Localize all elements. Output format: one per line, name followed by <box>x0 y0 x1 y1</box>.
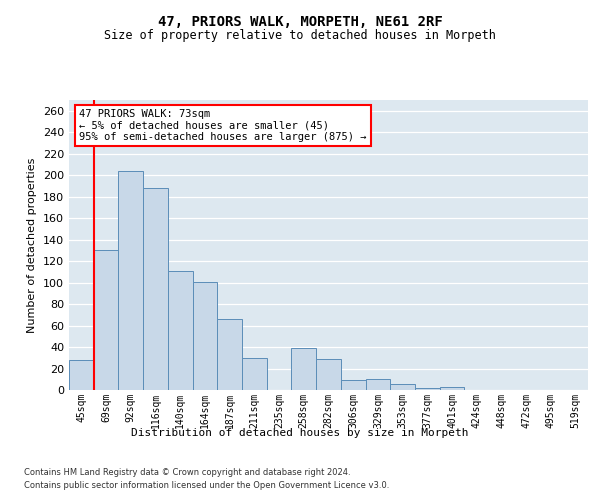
Bar <box>217 319 242 390</box>
Bar <box>94 250 118 390</box>
Bar <box>193 282 217 390</box>
Bar <box>365 380 390 390</box>
Text: Distribution of detached houses by size in Morpeth: Distribution of detached houses by size … <box>131 428 469 438</box>
Y-axis label: Number of detached properties: Number of detached properties <box>28 158 37 332</box>
Text: Contains public sector information licensed under the Open Government Licence v3: Contains public sector information licen… <box>24 480 389 490</box>
Text: 47 PRIORS WALK: 73sqm
← 5% of detached houses are smaller (45)
95% of semi-detac: 47 PRIORS WALK: 73sqm ← 5% of detached h… <box>79 108 367 142</box>
Bar <box>341 380 365 390</box>
Bar <box>143 188 168 390</box>
Text: Contains HM Land Registry data © Crown copyright and database right 2024.: Contains HM Land Registry data © Crown c… <box>24 468 350 477</box>
Bar <box>390 384 415 390</box>
Bar <box>316 359 341 390</box>
Bar <box>440 387 464 390</box>
Text: 47, PRIORS WALK, MORPETH, NE61 2RF: 47, PRIORS WALK, MORPETH, NE61 2RF <box>158 16 442 30</box>
Bar <box>415 388 440 390</box>
Text: Size of property relative to detached houses in Morpeth: Size of property relative to detached ho… <box>104 30 496 43</box>
Bar <box>292 348 316 390</box>
Bar <box>242 358 267 390</box>
Bar <box>69 360 94 390</box>
Bar <box>168 271 193 390</box>
Bar <box>118 171 143 390</box>
